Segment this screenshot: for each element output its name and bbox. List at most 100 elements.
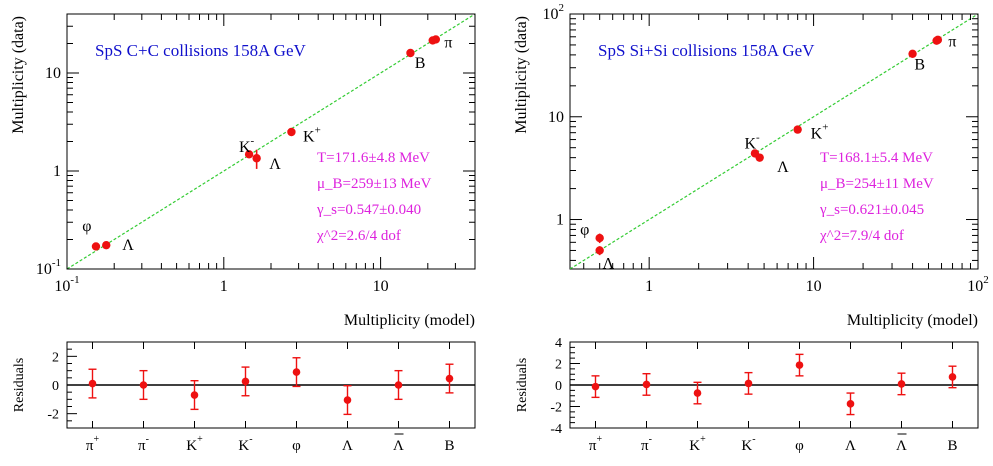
residual-category-label: Λ <box>393 438 404 454</box>
fit-parameter: χ^2=2.6/4 dof <box>316 228 401 244</box>
residual-category-label: B <box>947 438 957 454</box>
plot-frame <box>569 13 979 270</box>
particle-label: B <box>415 55 426 72</box>
chart-title: SpS Si+Si collisions 158A GeV <box>598 41 815 60</box>
y-axis-label: Multiplicity (data) <box>10 16 27 134</box>
residual-category-label: Λ <box>896 438 907 454</box>
residual-point <box>292 368 301 376</box>
residual-category-label: B <box>444 438 454 454</box>
particle-label: φ <box>82 218 91 235</box>
y-tick-label: 10 <box>45 65 61 82</box>
particle-label: K+ <box>303 125 321 146</box>
data-point <box>595 246 604 255</box>
residual-y-tick-label: 2 <box>555 358 562 373</box>
y-tick-label: 1 <box>556 212 564 229</box>
residual-category-label: K- <box>741 434 755 454</box>
data-point <box>287 127 296 137</box>
particle-label: π <box>444 34 452 51</box>
data-point <box>252 154 261 163</box>
fit-parameter: μ_B=259±13 MeV <box>317 176 431 192</box>
data-point <box>91 242 101 251</box>
data-point <box>406 48 415 58</box>
data-point <box>595 233 604 243</box>
residual-point <box>139 381 148 389</box>
residual-category-label: π- <box>641 434 652 454</box>
data-point <box>428 36 437 45</box>
residual-y-tick-label: 0 <box>52 379 59 394</box>
residual-point <box>88 379 97 388</box>
residual-point <box>445 374 454 383</box>
x-axis-label: Multiplicity (model) <box>344 312 475 329</box>
residual-category-label: π- <box>138 434 149 454</box>
y-axis-label: Multiplicity (data) <box>513 16 530 134</box>
fit-parameter: μ_B=254±11 MeV <box>820 176 934 192</box>
fit-parameter: χ^2=7.9/4 dof <box>819 228 904 244</box>
data-point <box>755 153 764 162</box>
fit-parameter: γ_s=0.547±0.040 <box>316 202 421 218</box>
chart-panel-2: 1 10 102 1 10 102 Multiplicity (model) Multipli… <box>513 2 989 329</box>
residual-y-tick-label: -2 <box>550 401 562 416</box>
diagonal-line <box>67 14 475 269</box>
residual-y-axis-label: Residuals <box>515 358 530 412</box>
x-tick-label: 10 <box>373 278 389 295</box>
residual-point <box>642 380 651 389</box>
y-tick-label: 10-1 <box>36 257 61 278</box>
y-tick-label: 10 <box>548 109 564 126</box>
residual-point <box>394 381 403 389</box>
particle-label: B <box>914 56 925 73</box>
fit-parameter: γ_s=0.621±0.045 <box>819 202 924 218</box>
particle-label: φ <box>580 221 589 238</box>
residual-category-label: φ <box>292 438 301 454</box>
y-tick-label: 102 <box>543 2 565 23</box>
residual-panel-1: 2 0 -2 Residuals π+ π- K+ K-φ Λ Λ B <box>12 341 476 454</box>
residual-category-label: K+ <box>186 434 203 454</box>
residual-point <box>897 380 906 388</box>
x-tick-label: 102 <box>967 274 989 295</box>
residual-y-tick-label: 4 <box>555 336 562 351</box>
residual-point <box>190 391 199 399</box>
chart-panel-1: 10-1 1 10 10-1 1 10 Multiplicity (model) Multip… <box>10 13 476 329</box>
residual-y-tick-label: -2 <box>47 408 59 423</box>
particle-label: K- <box>744 132 760 153</box>
particle-label: Λ <box>602 256 614 273</box>
particle-label: Λ <box>122 237 134 254</box>
residual-point <box>693 389 702 397</box>
residual-category-label: K+ <box>689 434 706 454</box>
residual-y-tick-label: 0 <box>555 379 562 394</box>
x-tick-label: 10-1 <box>54 274 79 295</box>
x-axis-label: Multiplicity (model) <box>847 312 978 329</box>
residual-point <box>795 361 804 369</box>
residual-category-label: φ <box>795 438 804 454</box>
fit-parameter: T=168.1±5.4 MeV <box>820 150 933 166</box>
residual-y-axis-label: Residuals <box>12 358 27 412</box>
data-point <box>793 125 802 134</box>
residual-point <box>846 400 855 408</box>
data-point <box>908 49 917 58</box>
particle-label: π <box>948 34 956 51</box>
x-tick-label: 1 <box>645 278 653 295</box>
residual-category-label: K- <box>238 434 252 454</box>
residual-point <box>343 396 352 404</box>
particle-label: Λ <box>269 156 281 173</box>
chart-title: SpS C+C collisions 158A GeV <box>95 41 307 60</box>
residual-category-label: π+ <box>86 434 100 454</box>
particle-label: K+ <box>811 122 829 143</box>
data-point <box>244 150 254 159</box>
residual-point <box>241 377 250 386</box>
residual-category-label: Λ <box>342 438 353 454</box>
y-tick-label: 1 <box>53 163 61 180</box>
x-tick-label: 10 <box>806 278 822 295</box>
residual-point <box>591 382 600 391</box>
x-tick-label: 1 <box>220 278 228 295</box>
residual-y-tick-label: 2 <box>52 350 59 365</box>
data-point <box>102 240 111 250</box>
fit-parameter: T=171.6±4.8 MeV <box>317 150 430 166</box>
residual-category-label: π+ <box>589 434 603 454</box>
data-point <box>932 36 941 45</box>
particle-label: K- <box>239 135 255 156</box>
residual-point <box>744 379 753 388</box>
residual-category-label: Λ <box>845 438 856 454</box>
residual-panel-2: 4 2 0 -2 -4 Residuals π+ π- K+ K-φ Λ Λ B <box>515 336 979 454</box>
particle-label: Λ <box>777 159 789 176</box>
